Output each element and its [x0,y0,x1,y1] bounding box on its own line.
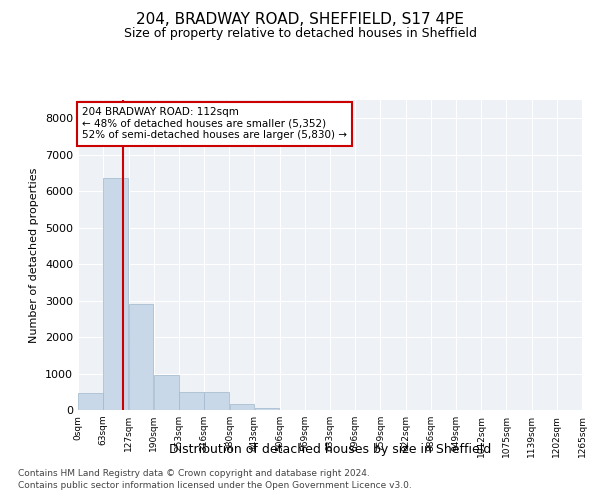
Bar [103,178,128,410]
Text: 204, BRADWAY ROAD, SHEFFIELD, S17 4PE: 204, BRADWAY ROAD, SHEFFIELD, S17 4PE [136,12,464,28]
Bar [179,392,203,410]
Text: Distribution of detached houses by size in Sheffield: Distribution of detached houses by size … [169,442,491,456]
Text: 204 BRADWAY ROAD: 112sqm
← 48% of detached houses are smaller (5,352)
52% of sem: 204 BRADWAY ROAD: 112sqm ← 48% of detach… [82,108,347,140]
Bar [78,393,103,410]
Text: Size of property relative to detached houses in Sheffield: Size of property relative to detached ho… [124,28,476,40]
Bar [154,375,179,410]
Bar [230,404,254,410]
Y-axis label: Number of detached properties: Number of detached properties [29,168,40,342]
Bar [204,392,229,410]
Text: Contains HM Land Registry data © Crown copyright and database right 2024.: Contains HM Land Registry data © Crown c… [18,468,370,477]
Bar [129,304,154,410]
Bar [255,408,280,410]
Text: Contains public sector information licensed under the Open Government Licence v3: Contains public sector information licen… [18,481,412,490]
